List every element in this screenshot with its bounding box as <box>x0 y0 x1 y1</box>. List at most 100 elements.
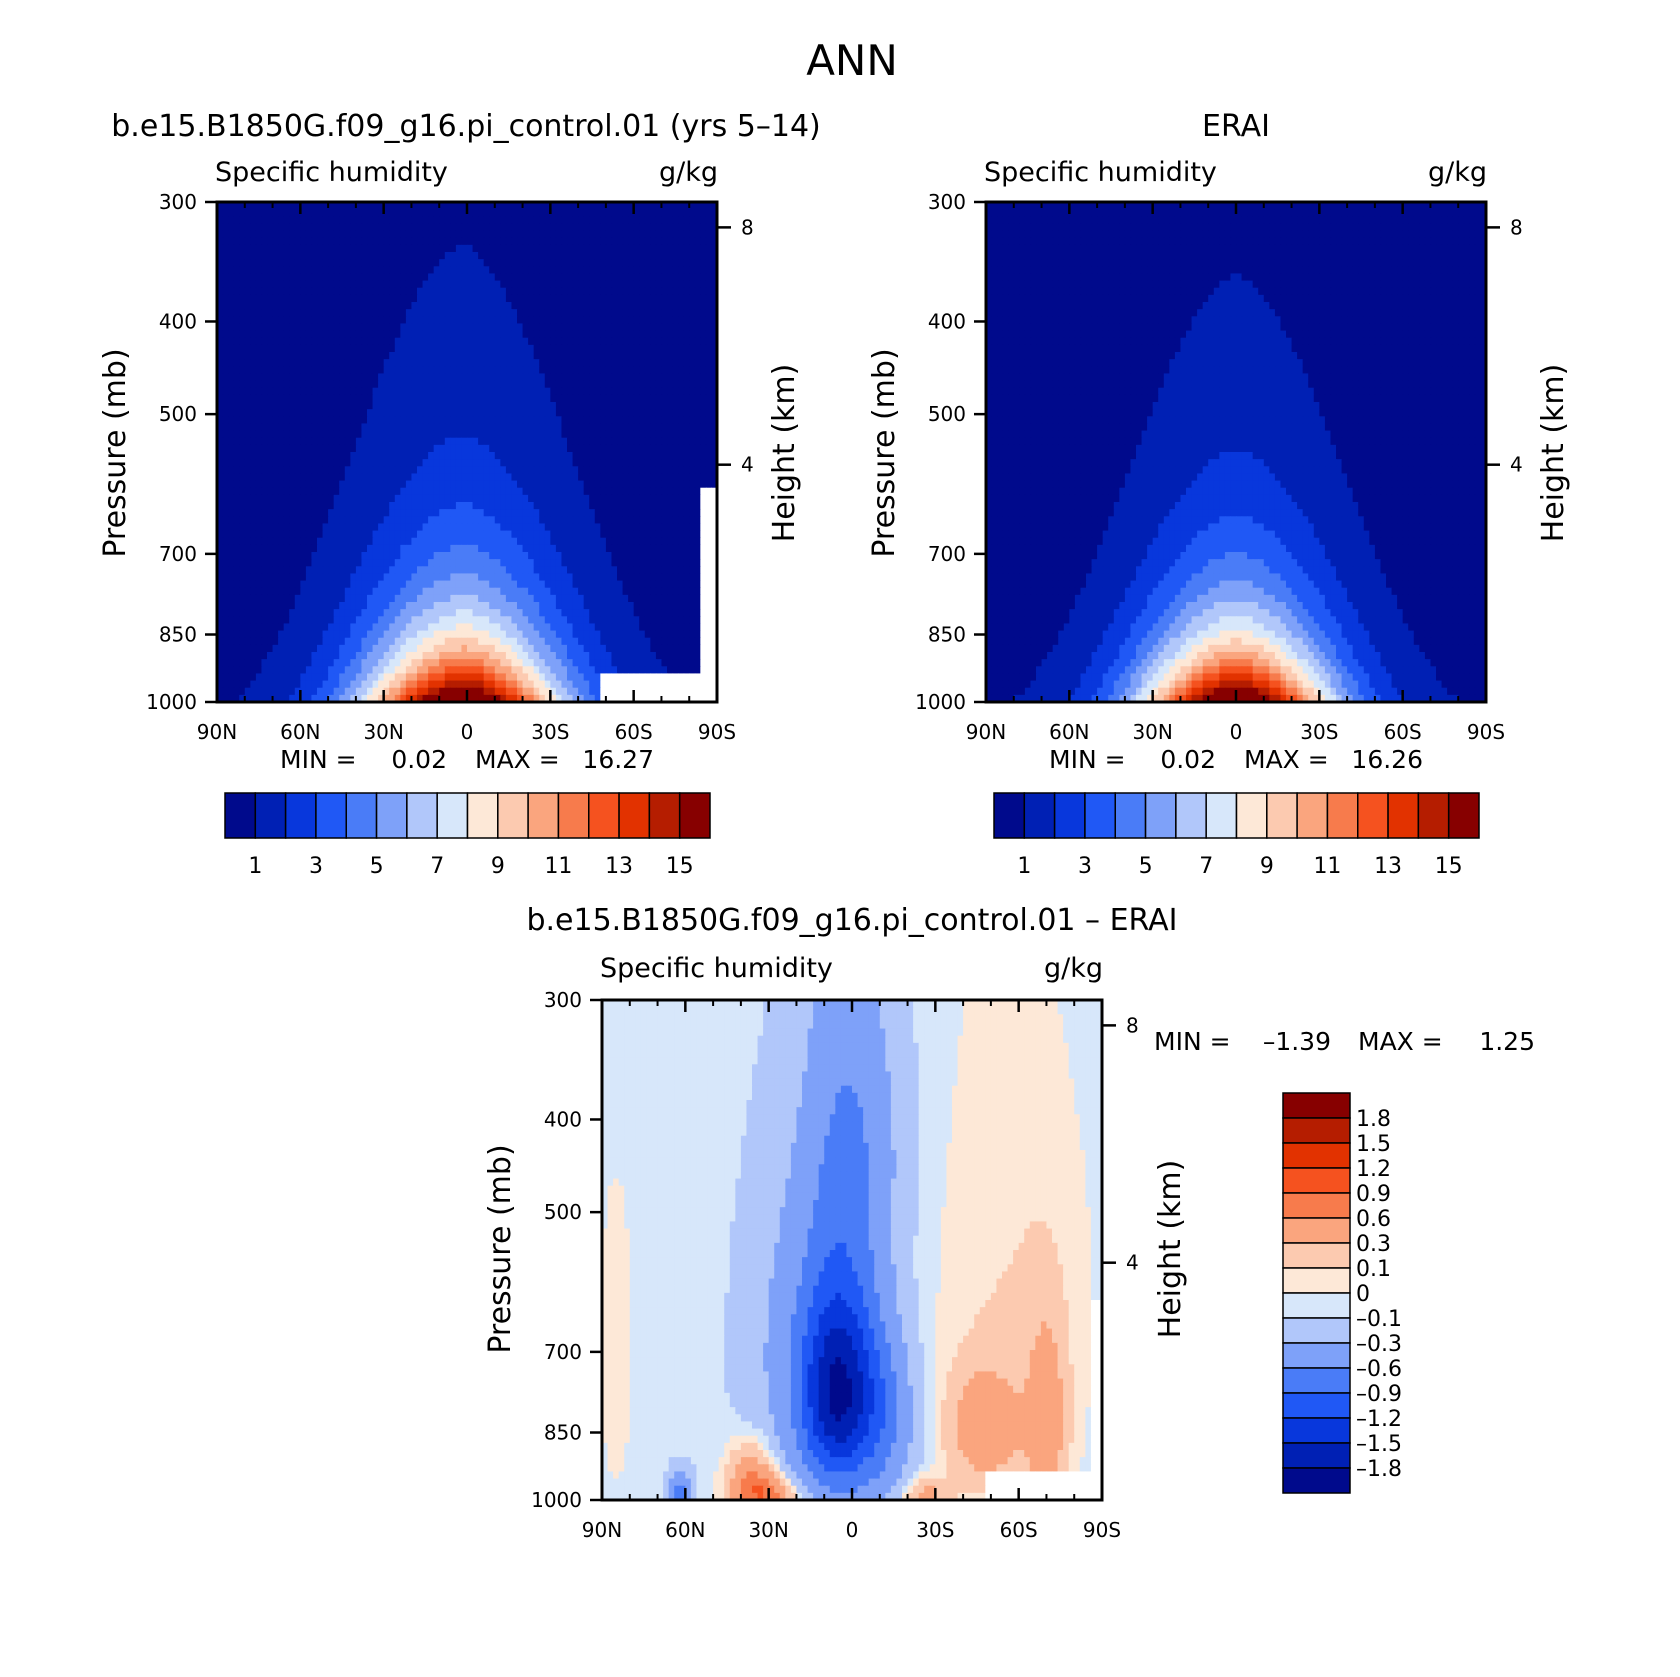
heatmap-cell <box>705 273 713 282</box>
heatmap-cell <box>611 480 618 489</box>
heatmap-cell <box>689 423 696 432</box>
heatmap-cell <box>417 387 424 396</box>
heatmap-cell <box>394 566 401 575</box>
heatmap-cell <box>594 509 601 517</box>
heatmap-cell <box>311 209 318 217</box>
heatmap-cell <box>417 373 424 382</box>
heatmap-cell <box>578 587 585 596</box>
heatmap-cell <box>239 294 246 303</box>
heatmap-cell <box>328 259 335 267</box>
heatmap-cell <box>683 573 690 582</box>
heatmap-cell <box>678 380 685 389</box>
heatmap-cell <box>300 573 307 582</box>
heatmap-cell <box>217 394 224 403</box>
heatmap-cell <box>305 559 313 567</box>
heatmap-cell <box>589 359 596 367</box>
heatmap-cell <box>394 402 401 410</box>
heatmap-cell <box>305 266 313 275</box>
heatmap-cell <box>339 373 346 382</box>
heatmap-cell <box>617 244 624 253</box>
heatmap-cell <box>711 437 718 446</box>
heatmap-cell <box>628 330 635 339</box>
heatmap-cell <box>383 316 390 325</box>
heatmap-cell <box>455 423 463 432</box>
heatmap-cell <box>711 287 718 296</box>
heatmap-cell <box>622 337 629 346</box>
heatmap-cell <box>372 280 379 289</box>
heatmap-cell <box>517 552 524 560</box>
heatmap-cell <box>444 587 451 596</box>
heatmap-cell <box>439 573 446 582</box>
heatmap-cell <box>500 430 507 439</box>
heatmap-cell <box>672 494 679 503</box>
heatmap-cell <box>478 523 485 532</box>
heatmap-cell <box>411 266 418 275</box>
heatmap-cell <box>267 594 274 603</box>
heatmap-cell <box>594 223 601 232</box>
heatmap-cell <box>233 280 240 289</box>
heatmap-cell <box>561 423 568 432</box>
heatmap-cell <box>589 366 596 375</box>
heatmap-cell <box>678 259 685 267</box>
heatmap-cell <box>639 230 646 239</box>
heatmap-cell <box>333 537 340 546</box>
heatmap-cell <box>411 444 418 453</box>
heatmap-cell <box>367 430 374 439</box>
heatmap-cell <box>472 359 479 367</box>
heatmap-cell <box>472 516 479 525</box>
heatmap-cell <box>605 544 613 553</box>
heatmap-cell <box>550 252 557 260</box>
heatmap-cell <box>305 409 313 417</box>
heatmap-cell <box>289 523 296 532</box>
heatmap-cell <box>383 516 390 525</box>
heatmap-cell <box>389 444 396 453</box>
heatmap-cell <box>650 373 657 382</box>
heatmap-cell <box>367 409 374 417</box>
heatmap-cell <box>411 337 418 346</box>
heatmap-cell <box>705 366 713 375</box>
heatmap-cell <box>694 323 701 332</box>
heatmap-cell <box>628 580 635 589</box>
heatmap-cell <box>705 566 713 575</box>
heatmap-cell <box>267 244 274 253</box>
heatmap-cell <box>300 287 307 296</box>
heatmap-cell <box>355 352 363 360</box>
heatmap-cell <box>472 552 479 560</box>
heatmap-cell <box>389 452 396 460</box>
heatmap-cell <box>294 459 301 467</box>
heatmap-cell <box>394 230 401 239</box>
heatmap-cell <box>517 202 524 210</box>
heatmap-cell <box>272 380 279 389</box>
heatmap-cell <box>489 209 496 217</box>
heatmap-cell <box>639 373 646 382</box>
heatmap-cell <box>322 430 329 439</box>
heatmap-cell <box>550 237 557 246</box>
heatmap-cell <box>272 466 279 475</box>
heatmap-cell <box>389 266 396 275</box>
heatmap-cell <box>478 337 485 346</box>
heatmap-cell <box>655 452 663 460</box>
heatmap-cell <box>378 302 385 310</box>
heatmap-cell <box>378 494 385 503</box>
heatmap-cell <box>555 587 563 596</box>
heatmap-cell <box>411 523 418 532</box>
heatmap-cell <box>417 252 424 260</box>
heatmap-cell <box>250 373 257 382</box>
heatmap-cell <box>511 552 518 560</box>
heatmap-cell <box>483 316 490 325</box>
heatmap-cell <box>700 502 707 510</box>
heatmap-cell <box>650 473 657 482</box>
heatmap-cell <box>500 523 507 532</box>
heatmap-cell <box>333 244 340 253</box>
heatmap-cell <box>467 287 474 296</box>
heatmap-cell <box>244 452 251 460</box>
heatmap-cell <box>405 323 413 332</box>
heatmap-cell <box>700 280 707 289</box>
heatmap-cell <box>678 473 685 482</box>
heatmap-cell <box>505 459 513 467</box>
heatmap-cell <box>667 244 674 253</box>
heatmap-cell <box>500 209 507 217</box>
heatmap-cell <box>622 202 629 210</box>
heatmap-cell <box>361 216 368 225</box>
heatmap-cell <box>667 266 674 275</box>
